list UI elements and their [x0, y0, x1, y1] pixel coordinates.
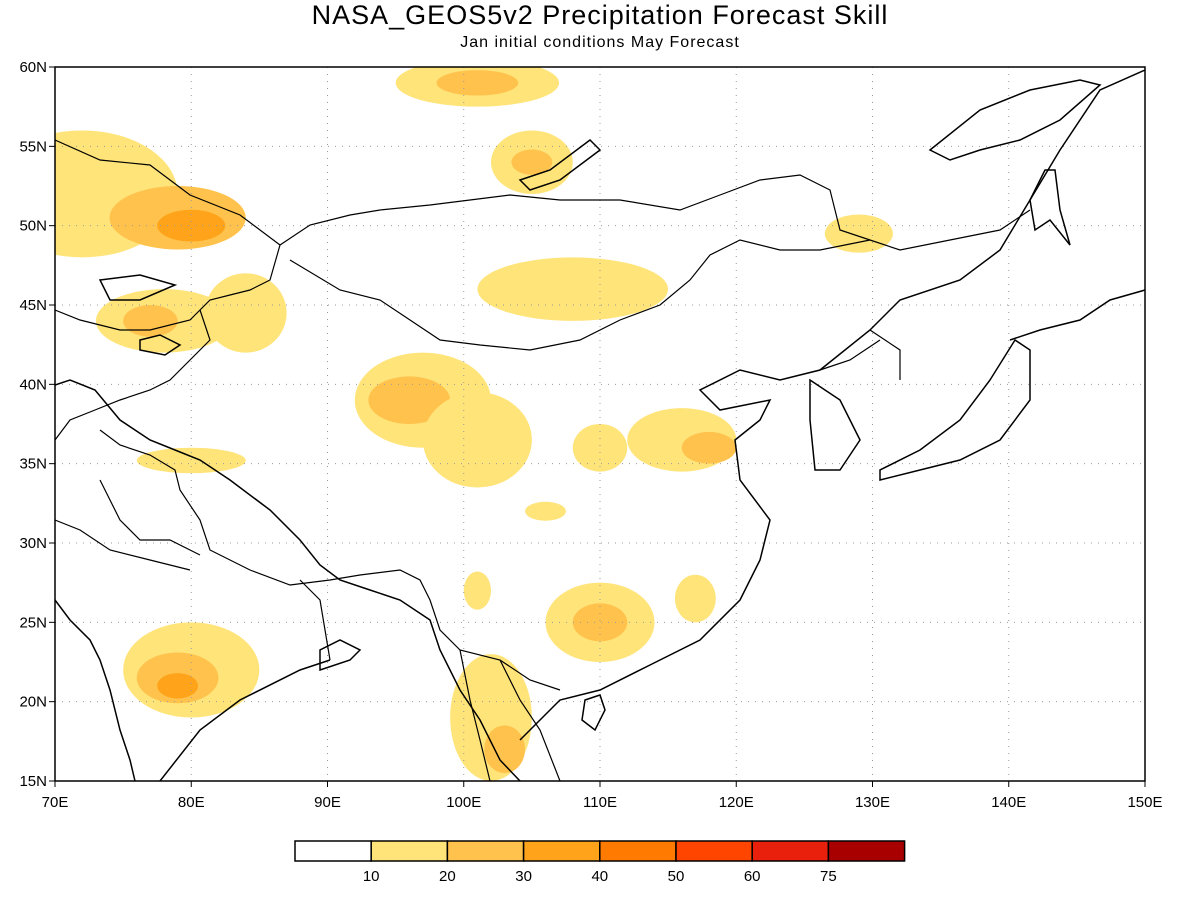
- lon-tick-label: 90E: [314, 794, 341, 811]
- colorbar-swatch-7: [827, 840, 906, 862]
- skill-region-17: [572, 424, 628, 472]
- map-subtitle: Jan initial conditions May Forecast: [460, 34, 740, 51]
- skill-region-28: [674, 574, 716, 623]
- lat-tick-label: 60N: [19, 59, 47, 76]
- colorbar-swatch-5: [675, 840, 753, 862]
- lon-tick-label: 130E: [855, 794, 890, 811]
- colorbar-label: 30: [515, 868, 532, 885]
- skill-region-19: [572, 603, 628, 642]
- skill-region-24: [484, 725, 526, 774]
- coastlines: [55, 69, 1145, 781]
- colorbar-swatch-6: [751, 840, 830, 862]
- colorbar-label: 60: [744, 868, 761, 885]
- country-borders: [55, 139, 1031, 781]
- colorbar-swatch-2: [446, 840, 525, 862]
- skill-region-7: [436, 70, 519, 96]
- colorbar: 10 20 30 40 50 60 75: [294, 840, 906, 885]
- colorbar-swatch-3: [522, 840, 601, 862]
- lon-tick-label: 110E: [583, 794, 617, 811]
- skill-region-25: [136, 447, 246, 474]
- skill-region-10: [824, 214, 893, 253]
- map-title: NASA_GEOS5v2 Precipitation Forecast Skil…: [311, 0, 889, 30]
- colorbar-swatch-4: [599, 840, 677, 862]
- lon-tick-label: 140E: [991, 794, 1026, 811]
- skill-region-5: [204, 273, 287, 353]
- lat-tick-label: 55N: [19, 138, 47, 155]
- lat-tick-label: 30N: [19, 535, 47, 552]
- lat-tick-label: 15N: [19, 773, 47, 790]
- lat-tick-label: 40N: [19, 376, 47, 393]
- lat-tick-label: 45N: [19, 297, 47, 314]
- skill-region-26: [463, 571, 491, 610]
- lat-tick-label: 35N: [19, 456, 47, 473]
- skill-contours: [55, 67, 893, 781]
- lon-tick-label: 70E: [42, 794, 69, 811]
- skill-region-2: [157, 209, 226, 242]
- latitude-axis: 15N 20N 25N 30N 35N 40N 45N 50N 55N 60N: [19, 59, 55, 790]
- skill-region-4: [123, 305, 178, 337]
- skill-region-22: [157, 673, 199, 699]
- lat-tick-label: 25N: [19, 614, 47, 631]
- skill-region-27: [525, 501, 566, 521]
- lat-tick-label: 50N: [19, 218, 47, 235]
- colorbar-label: 50: [668, 868, 685, 885]
- lat-tick-label: 20N: [19, 694, 47, 711]
- skill-region-14: [477, 257, 669, 321]
- longitude-axis: 70E 80E 90E 100E 110E 120E 130E 140E 150E: [42, 781, 1163, 811]
- gridlines: [55, 67, 1145, 781]
- colorbar-label: 75: [820, 868, 837, 885]
- colorbar-swatch-0: [294, 840, 372, 862]
- skill-region-9: [511, 149, 553, 175]
- lon-tick-label: 150E: [1127, 794, 1162, 811]
- colorbar-swatch-1: [370, 840, 449, 862]
- colorbar-label: 20: [439, 868, 456, 885]
- skill-region-12: [368, 376, 451, 425]
- lon-tick-label: 80E: [178, 794, 205, 811]
- colorbar-label: 10: [363, 868, 380, 885]
- lon-tick-label: 120E: [719, 794, 754, 811]
- colorbar-label: 40: [591, 868, 608, 885]
- skill-region-13: [422, 392, 532, 488]
- lon-tick-label: 100E: [446, 794, 481, 811]
- skill-region-16: [681, 431, 737, 464]
